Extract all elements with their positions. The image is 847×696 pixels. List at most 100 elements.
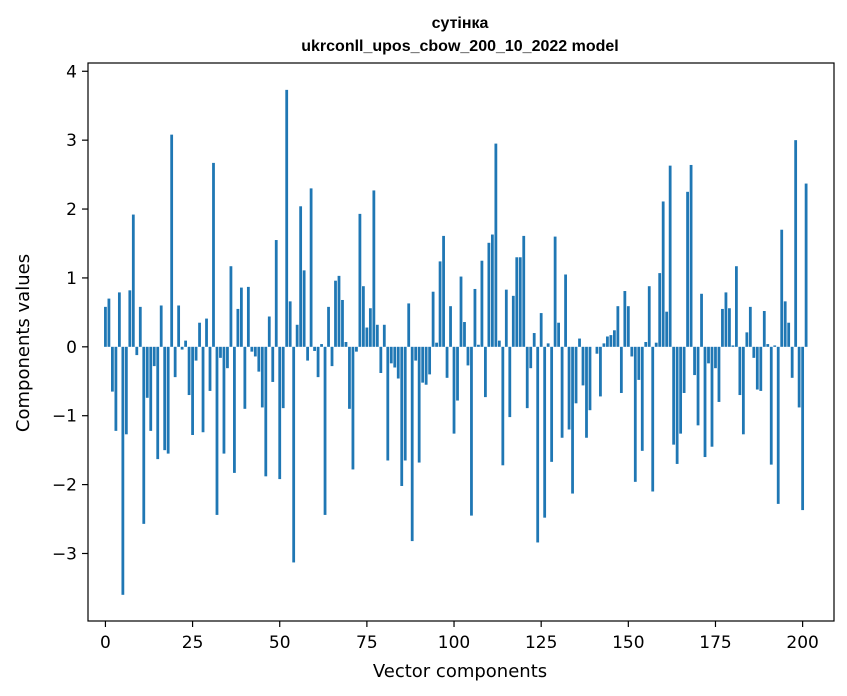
- bar: [222, 346, 226, 454]
- bar: [721, 308, 724, 347]
- bar: [658, 273, 662, 347]
- bar: [773, 345, 777, 347]
- bar: [550, 346, 554, 462]
- bar: [117, 292, 121, 347]
- bar: [330, 346, 334, 367]
- bar: [759, 346, 763, 391]
- bar: [794, 140, 798, 347]
- bar: [689, 164, 693, 347]
- chart-title: сутінка: [432, 15, 489, 32]
- bar: [717, 346, 721, 402]
- bar: [518, 257, 522, 347]
- bar: [372, 190, 376, 347]
- bar: [299, 206, 303, 347]
- bar: [341, 299, 344, 347]
- bar: [358, 213, 362, 347]
- bar: [501, 346, 505, 466]
- x-tick-label: 150: [612, 633, 644, 653]
- bar: [149, 346, 153, 431]
- bar: [170, 134, 174, 347]
- bar: [177, 305, 181, 347]
- bar: [135, 346, 139, 356]
- x-tick-label: 125: [525, 633, 557, 653]
- bar: [320, 344, 323, 347]
- bar: [243, 346, 247, 409]
- bar: [766, 344, 770, 347]
- bar: [546, 343, 550, 347]
- bar: [355, 346, 358, 352]
- bar: [508, 346, 512, 418]
- bar: [557, 322, 560, 347]
- bar: [431, 291, 435, 347]
- bar: [735, 266, 738, 347]
- bar: [525, 346, 529, 409]
- x-tick-label: 50: [269, 633, 291, 653]
- bar: [124, 346, 128, 435]
- bar: [313, 346, 316, 351]
- bar: [226, 346, 229, 369]
- bar: [267, 316, 271, 347]
- bar: [295, 324, 299, 347]
- bar: [166, 346, 170, 454]
- bar: [285, 89, 289, 347]
- bar: [665, 311, 669, 347]
- bar: [707, 346, 710, 364]
- bar: [693, 346, 696, 376]
- bar: [574, 346, 578, 404]
- bars-group: [104, 89, 808, 595]
- x-axis-ticks: 0 25 50 75 100 125 150 175 200: [100, 621, 819, 653]
- bar: [515, 257, 519, 347]
- bar: [271, 346, 275, 382]
- bar: [748, 306, 752, 347]
- bar: [710, 346, 714, 447]
- bar: [675, 346, 679, 464]
- bar: [497, 340, 501, 347]
- bar: [236, 308, 240, 347]
- bar: [696, 346, 700, 426]
- bar: [163, 346, 167, 451]
- x-tick-label: 100: [438, 633, 470, 653]
- bar: [741, 346, 745, 435]
- bar: [421, 346, 425, 383]
- bar: [288, 301, 292, 347]
- bar: [686, 191, 689, 347]
- y-tick-label: −2: [52, 476, 77, 496]
- bar: [769, 346, 773, 465]
- bar: [543, 346, 547, 518]
- bar: [679, 346, 683, 434]
- bar: [581, 346, 585, 386]
- y-axis-ticks: −3 −2 −1 0 1 2 3 4: [52, 62, 88, 564]
- bar: [233, 346, 236, 473]
- bar: [375, 324, 379, 347]
- bar: [640, 346, 644, 451]
- bar: [553, 236, 557, 347]
- x-tick-label: 75: [356, 633, 378, 653]
- bar: [595, 346, 599, 354]
- bar: [801, 346, 805, 511]
- bar: [184, 340, 187, 347]
- bar: [477, 344, 480, 347]
- bar: [456, 346, 459, 401]
- bar: [215, 346, 219, 515]
- bar: [246, 286, 250, 347]
- bar: [644, 342, 648, 347]
- bar: [107, 298, 111, 347]
- bar: [104, 306, 107, 347]
- bar: [365, 327, 369, 347]
- bar: [323, 346, 327, 515]
- bar: [145, 346, 149, 398]
- bar: [490, 234, 494, 347]
- bar: [511, 295, 515, 347]
- bar: [459, 276, 463, 347]
- bar: [389, 346, 393, 364]
- bar: [393, 346, 397, 368]
- bar: [783, 301, 787, 347]
- bar: [484, 346, 487, 398]
- bar: [152, 346, 156, 367]
- bar: [309, 188, 313, 347]
- bar: [250, 346, 254, 352]
- bar: [661, 201, 665, 347]
- bar: [407, 303, 411, 347]
- bar: [414, 346, 418, 361]
